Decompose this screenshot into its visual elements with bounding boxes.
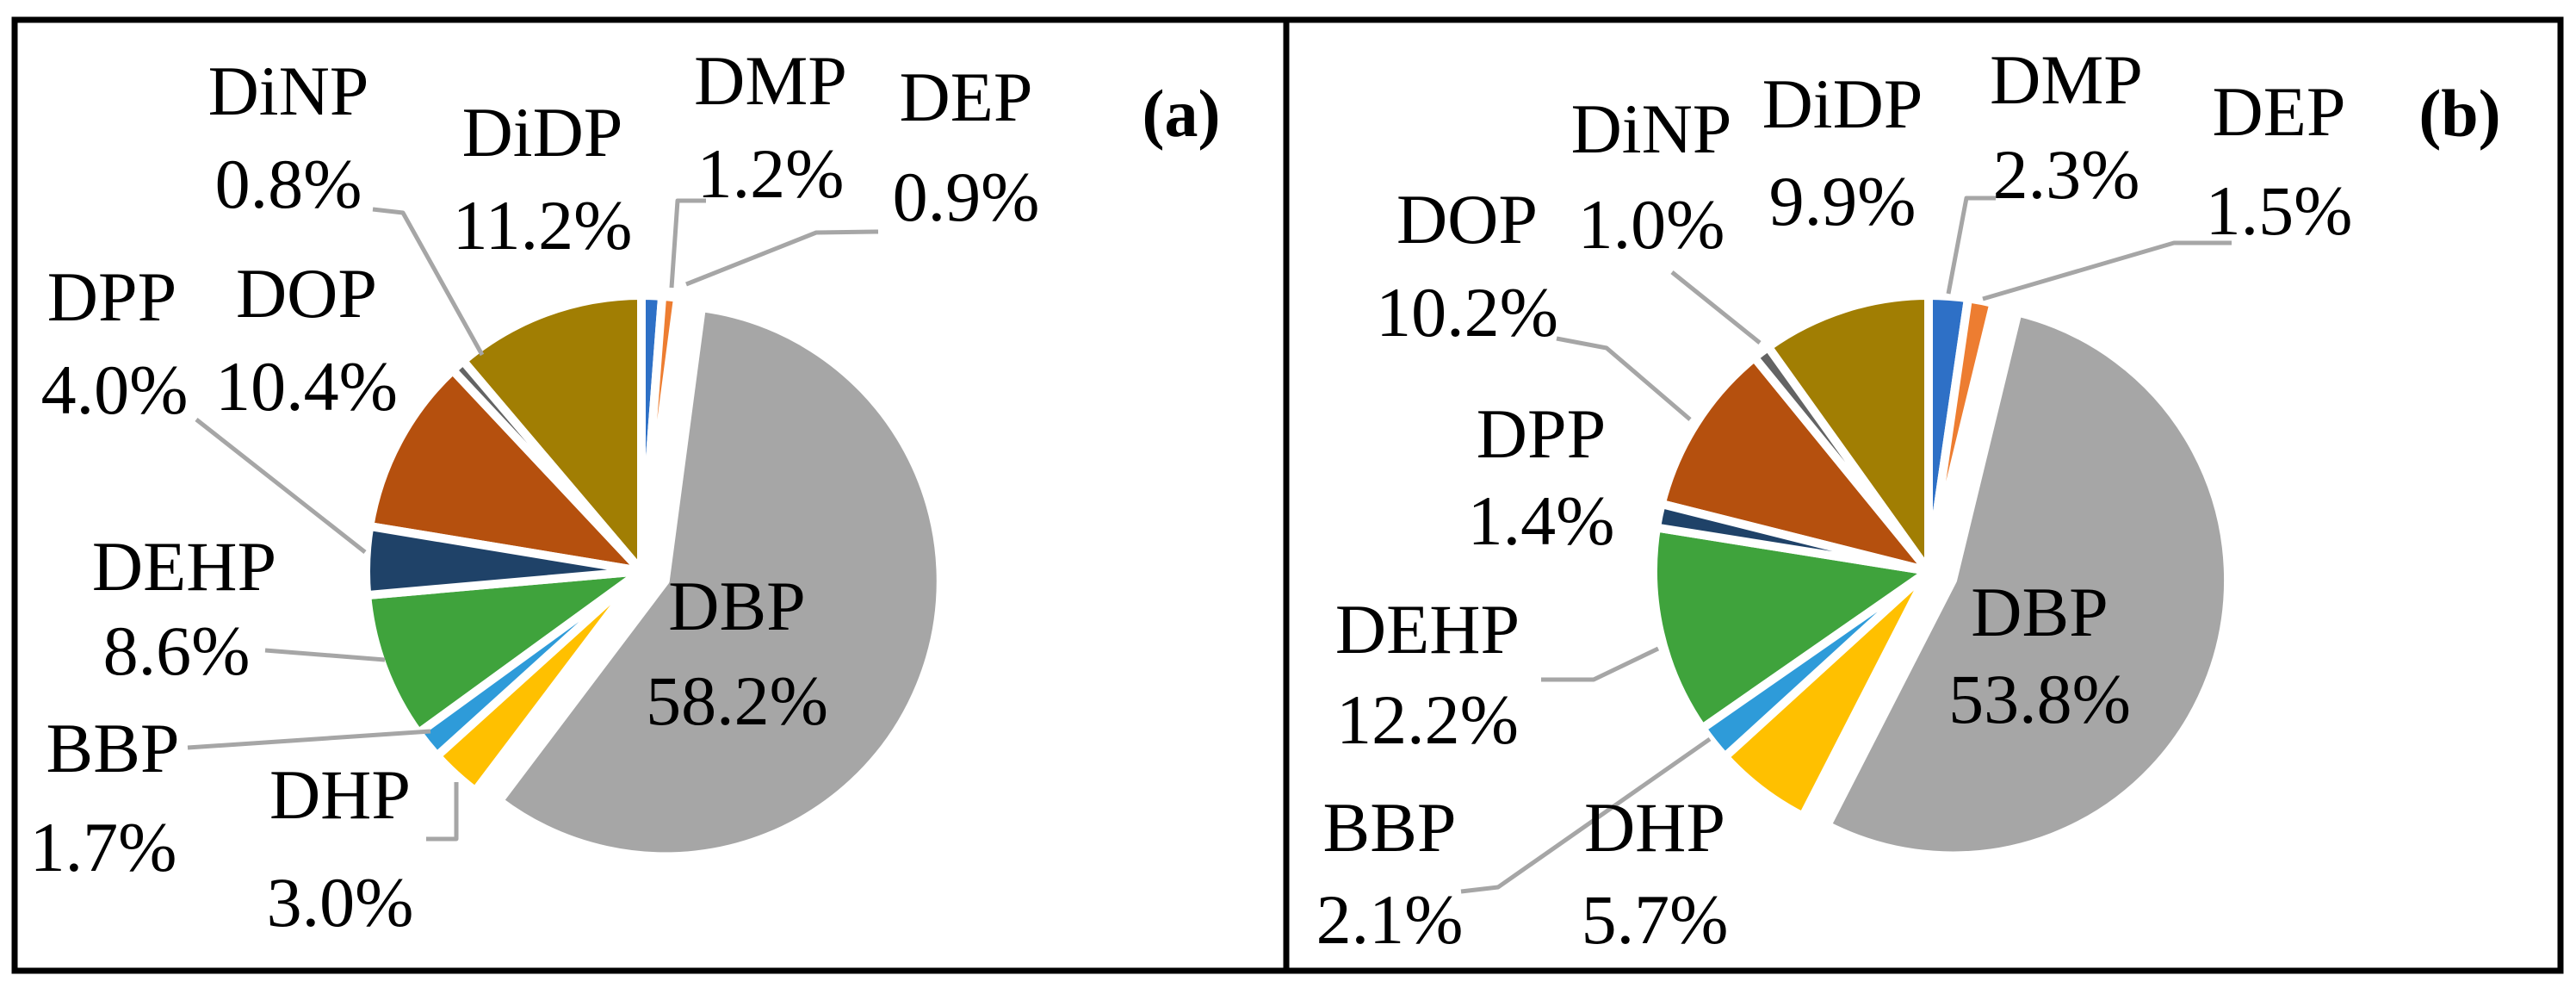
slice-label-a-DOP-pct: 10.4%: [215, 347, 398, 426]
slice-label-a-DMP-name: DMP: [694, 41, 847, 120]
slice-label-a-DMP-pct: 1.2%: [697, 134, 845, 213]
slice-label-b-DOP-name: DOP: [1396, 180, 1538, 258]
panel-a-tag: (a): [1142, 76, 1221, 151]
slice-label-a-DBP-name: DBP: [668, 567, 806, 645]
slice-label-a-DEP-name: DEP: [900, 58, 1033, 136]
slice-label-b-DEP-pct: 1.5%: [2206, 171, 2353, 250]
leader-line-a-DEP: [685, 229, 879, 287]
leader-line-b-DEHP: [1541, 646, 1660, 682]
slice-label-a-DiNP-pct: 0.8%: [215, 145, 362, 223]
slice-label-a-BBP-name: BBP: [46, 709, 180, 787]
slice-label-b-DMP-pct: 2.3%: [1993, 135, 2140, 214]
slice-label-b-DHP-name: DHP: [1584, 788, 1725, 867]
leader-line-a-DHP: [426, 782, 459, 842]
slice-label-a-DOP-name: DOP: [236, 254, 377, 332]
slice-label-b-DEP-name: DEP: [2213, 72, 2346, 151]
pie-slice-b-DiNP: [1749, 342, 1933, 575]
slice-label-a-DiDP-pct: 11.2%: [453, 186, 633, 264]
slice-label-a-DPP-pct: 4.0%: [41, 351, 189, 429]
pie-chart-a: DMP 1.2% DEP 0.9% DBP 58.2% DHP 3.0% BBP 1.7% DEHP…: [30, 41, 1040, 941]
slice-label-b-DiDP-name: DiDP: [1762, 65, 1923, 143]
leader-line-b-BBP: [1460, 736, 1712, 894]
pie-slice-a-DiNP: [448, 357, 646, 575]
leader-line-a-BBP: [187, 729, 431, 750]
leader-line-a-DMP: [669, 198, 706, 289]
leader-line-b-DMP: [1946, 196, 1996, 295]
slice-label-b-DBP-name: DBP: [1971, 573, 2108, 651]
pie-slice-a-DEHP: [362, 567, 646, 738]
leader-line-a-DiNP: [372, 207, 485, 357]
panel-b-tag: (b): [2418, 76, 2500, 151]
slice-label-b-DPP-pct: 1.4%: [1468, 481, 1615, 560]
leader-line-b-DiNP: [1670, 270, 1762, 345]
slice-label-a-DEP-pct: 0.9%: [893, 158, 1040, 236]
leader-line-a-DEHP: [264, 648, 386, 662]
pie-slice-a-DEP: [637, 291, 683, 575]
slice-label-a-BBP-pct: 1.7%: [30, 808, 177, 886]
pie-slice-b-DPP: [1652, 500, 1933, 575]
pie-slice-a-DiDP: [458, 291, 646, 575]
slice-label-a-DEHP-pct: 8.6%: [103, 612, 251, 690]
slice-label-a-DHP-name: DHP: [269, 755, 411, 834]
slice-label-a-DiNP-name: DiNP: [208, 52, 369, 130]
slice-label-b-BBP-pct: 2.1%: [1316, 880, 1464, 959]
slice-label-b-BBP-name: BBP: [1323, 788, 1457, 867]
slice-label-a-DPP-name: DPP: [47, 258, 176, 336]
slice-label-b-DOP-pct: 10.2%: [1376, 273, 1558, 351]
leader-line-a-DPP: [195, 418, 367, 554]
slice-label-b-DiNP-pct: 1.0%: [1578, 185, 1725, 264]
slice-label-a-DBP-pct: 58.2%: [646, 662, 828, 740]
pie-slice-b-BBP: [1698, 567, 1933, 761]
slice-label-b-DHP-pct: 5.7%: [1582, 880, 1729, 959]
slice-label-b-DiDP-pct: 9.9%: [1769, 162, 1917, 240]
slice-label-b-DiNP-name: DiNP: [1571, 90, 1732, 168]
slice-label-a-DEHP-name: DEHP: [92, 527, 276, 606]
leader-line-b-DOP: [1556, 336, 1692, 421]
pie-slice-a-DOP: [365, 365, 646, 575]
slice-label-a-DHP-pct: 3.0%: [267, 863, 414, 941]
leader-line-b-DEP: [1982, 240, 2232, 301]
slice-label-a-DiDP-name: DiDP: [462, 93, 623, 171]
slice-label-b-DEHP-name: DEHP: [1335, 590, 1520, 668]
slice-label-b-DEHP-pct: 12.2%: [1336, 680, 1519, 759]
slice-label-b-DPP-name: DPP: [1477, 394, 1606, 473]
pie-slice-b-DiDP: [1763, 291, 1933, 575]
slice-label-b-DBP-pct: 53.8%: [1948, 660, 2131, 738]
pie-slice-a-DPP: [361, 522, 646, 600]
pie-slice-b-DBP: [1823, 308, 2233, 860]
pie-slice-a-DBP: [494, 303, 945, 861]
pie-chart-b: DMP 2.3% DEP 1.5% DBP 53.8% DHP 5.7% BBP 2.1% DEHP…: [1316, 40, 2353, 959]
slice-label-b-DMP-name: DMP: [1990, 40, 2143, 119]
pie-slice-b-DEP: [1924, 294, 1998, 575]
pie-slice-b-DEHP: [1649, 523, 1933, 733]
